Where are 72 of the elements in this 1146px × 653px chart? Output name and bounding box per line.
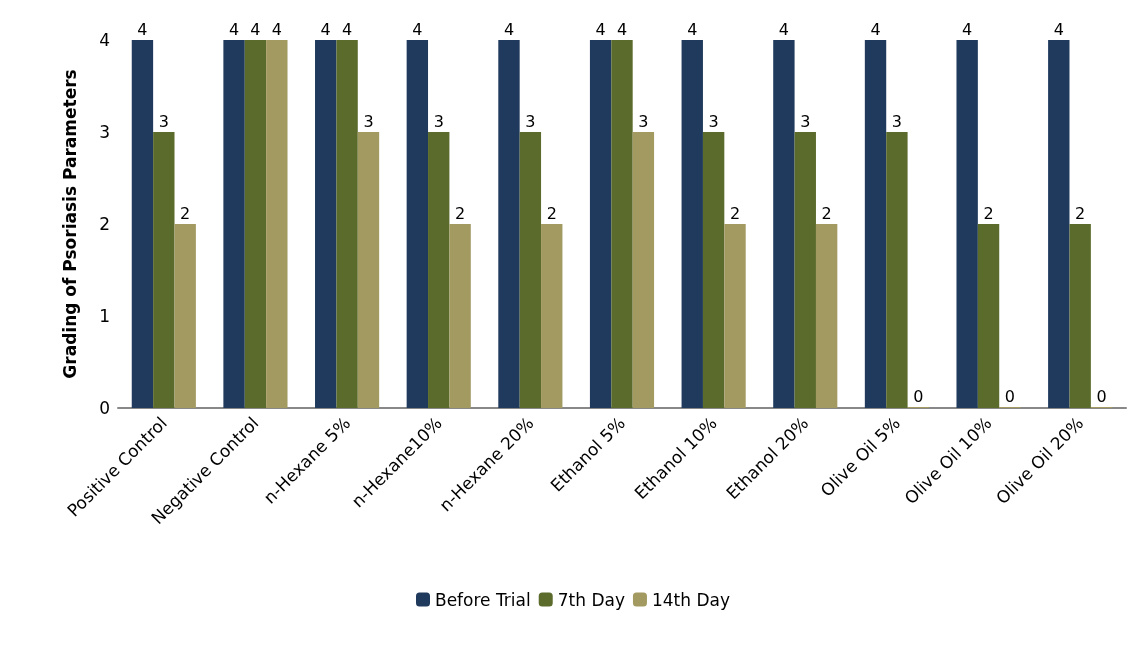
data-label: 4: [250, 19, 261, 39]
data-label: 3: [363, 111, 374, 131]
data-label: 2: [729, 203, 741, 223]
bar: [1048, 40, 1070, 408]
bar: [266, 40, 288, 408]
bar: [498, 40, 520, 408]
data-label: 4: [870, 19, 881, 39]
data-label: 4: [687, 19, 698, 39]
bar: [611, 40, 633, 408]
data-label: 3: [708, 111, 719, 131]
legend-label: 7th Day: [557, 589, 625, 610]
data-label: 3: [525, 111, 536, 131]
data-label: 2: [546, 203, 557, 223]
data-label: 4: [271, 19, 282, 39]
data-label: 4: [320, 19, 331, 39]
bar: [336, 40, 358, 408]
bar: [794, 132, 816, 408]
data-label: 4: [1053, 19, 1064, 39]
data-label: 2: [1075, 203, 1086, 223]
data-label: 3: [891, 111, 902, 131]
bar: [519, 132, 542, 408]
bar: [1069, 224, 1091, 408]
data-label: 2: [821, 203, 832, 223]
bar: [153, 132, 175, 408]
bar: [223, 40, 245, 408]
data-label: 4: [616, 19, 628, 39]
bar: [174, 224, 196, 408]
data-label: 3: [433, 111, 444, 131]
data-label: 3: [800, 111, 811, 131]
bar: [449, 224, 471, 408]
data-label: 4: [595, 19, 606, 39]
data-label: 4: [228, 19, 240, 39]
data-label: 4: [503, 19, 515, 39]
data-label: 4: [342, 19, 353, 39]
data-label: 4: [137, 19, 148, 39]
data-label: 2: [180, 203, 191, 223]
data-label: 2: [455, 203, 466, 223]
bar: [724, 224, 746, 408]
bar: [815, 224, 838, 408]
y-tick-label: 4: [99, 30, 110, 50]
bar: [428, 132, 450, 408]
bar: [956, 40, 978, 408]
y-tick-label: 0: [99, 398, 110, 418]
y-tick-label: 2: [99, 214, 110, 234]
data-label: 4: [412, 19, 423, 39]
bar: [632, 132, 655, 408]
data-label: 0: [1096, 386, 1107, 406]
data-label: 2: [983, 203, 994, 223]
bar: [773, 40, 795, 408]
data-label: 3: [638, 111, 649, 131]
bar: [541, 224, 563, 408]
data-label: 0: [913, 386, 924, 406]
data-label: 4: [962, 19, 973, 39]
bar: [977, 224, 1000, 408]
bar: [244, 40, 267, 408]
bar: [681, 40, 703, 408]
legend-label: 14th Day: [651, 589, 730, 610]
legend-label: Before Trial: [435, 589, 531, 610]
data-label: 3: [158, 111, 169, 131]
y-tick-label: 3: [99, 122, 110, 142]
data-label: 0: [1004, 386, 1016, 406]
bar: [886, 132, 908, 408]
bar: [406, 40, 429, 408]
bar: [589, 40, 612, 408]
bar: [315, 40, 337, 408]
bar: [357, 132, 380, 408]
y-tick-label: 1: [99, 306, 110, 326]
bar: [864, 40, 887, 408]
bar: [131, 40, 154, 408]
data-label: 4: [778, 19, 789, 39]
y-axis-title: Grading of Psoriasis Parameters: [59, 69, 80, 379]
bar: [702, 132, 725, 408]
